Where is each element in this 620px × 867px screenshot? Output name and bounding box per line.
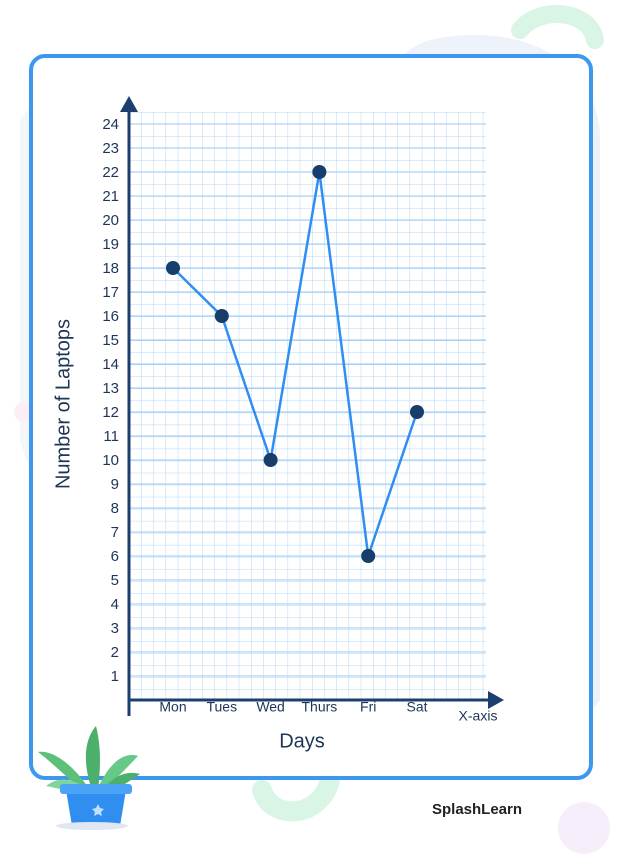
y-tick-label: 21 (102, 188, 119, 205)
y-tick-label: 4 (111, 596, 119, 613)
x-axis-arrow (488, 691, 504, 709)
y-tick-label: 24 (102, 116, 119, 133)
y-tick-label: 22 (102, 164, 119, 181)
data-layer (166, 165, 424, 563)
label-layer: 123456789101112131415161718192021222324M… (102, 116, 427, 715)
y-tick-label: 15 (102, 332, 119, 349)
grid-layer (129, 123, 486, 677)
y-tick-label: 13 (102, 380, 119, 397)
x-tick-label: Fri (360, 699, 376, 715)
background-circle (558, 802, 610, 854)
x-tick-label: Mon (159, 699, 186, 715)
y-tick-label: 20 (102, 212, 119, 229)
y-tick-label: 3 (111, 620, 119, 637)
x-tick-label: Wed (256, 699, 285, 715)
data-line (172, 170, 419, 558)
data-point (214, 309, 229, 323)
y-axis-arrow (120, 96, 138, 112)
data-point (263, 453, 278, 467)
x-tick-label: Tues (206, 699, 237, 715)
x-tick-label: Thurs (302, 699, 338, 715)
data-point (166, 261, 180, 275)
y-tick-label: 1 (111, 668, 119, 685)
y-tick-label: 11 (103, 428, 119, 445)
y-tick-label: 19 (102, 236, 119, 253)
y-tick-label: 14 (102, 356, 119, 373)
data-point (410, 405, 424, 419)
brand-logo: SplashLearn (432, 801, 522, 818)
x-tick-label: Sat (406, 699, 427, 715)
y-tick-label: 18 (102, 260, 119, 277)
y-tick-label: 8 (111, 500, 119, 517)
y-tick-label: 17 (102, 284, 119, 301)
data-point (361, 549, 376, 563)
x-axis-annotation: X-axis (459, 708, 498, 724)
background-curve (252, 770, 340, 822)
y-tick-label: 2 (111, 644, 119, 661)
minor-grid (129, 112, 486, 700)
y-tick-label: 5 (111, 572, 119, 589)
y-tick-label: 6 (111, 548, 119, 565)
y-tick-label: 9 (111, 476, 119, 493)
x-axis-label: Days (279, 730, 325, 752)
y-tick-label: 12 (102, 404, 119, 421)
y-tick-label: 7 (111, 524, 119, 541)
y-tick-label: 16 (102, 308, 119, 325)
y-tick-label: 10 (102, 452, 119, 469)
plant-illustration (38, 726, 140, 830)
y-axis-label: Number of Laptops (52, 319, 74, 489)
y-tick-label: 23 (102, 140, 119, 157)
data-point (312, 165, 327, 179)
background-curve (511, 5, 604, 49)
